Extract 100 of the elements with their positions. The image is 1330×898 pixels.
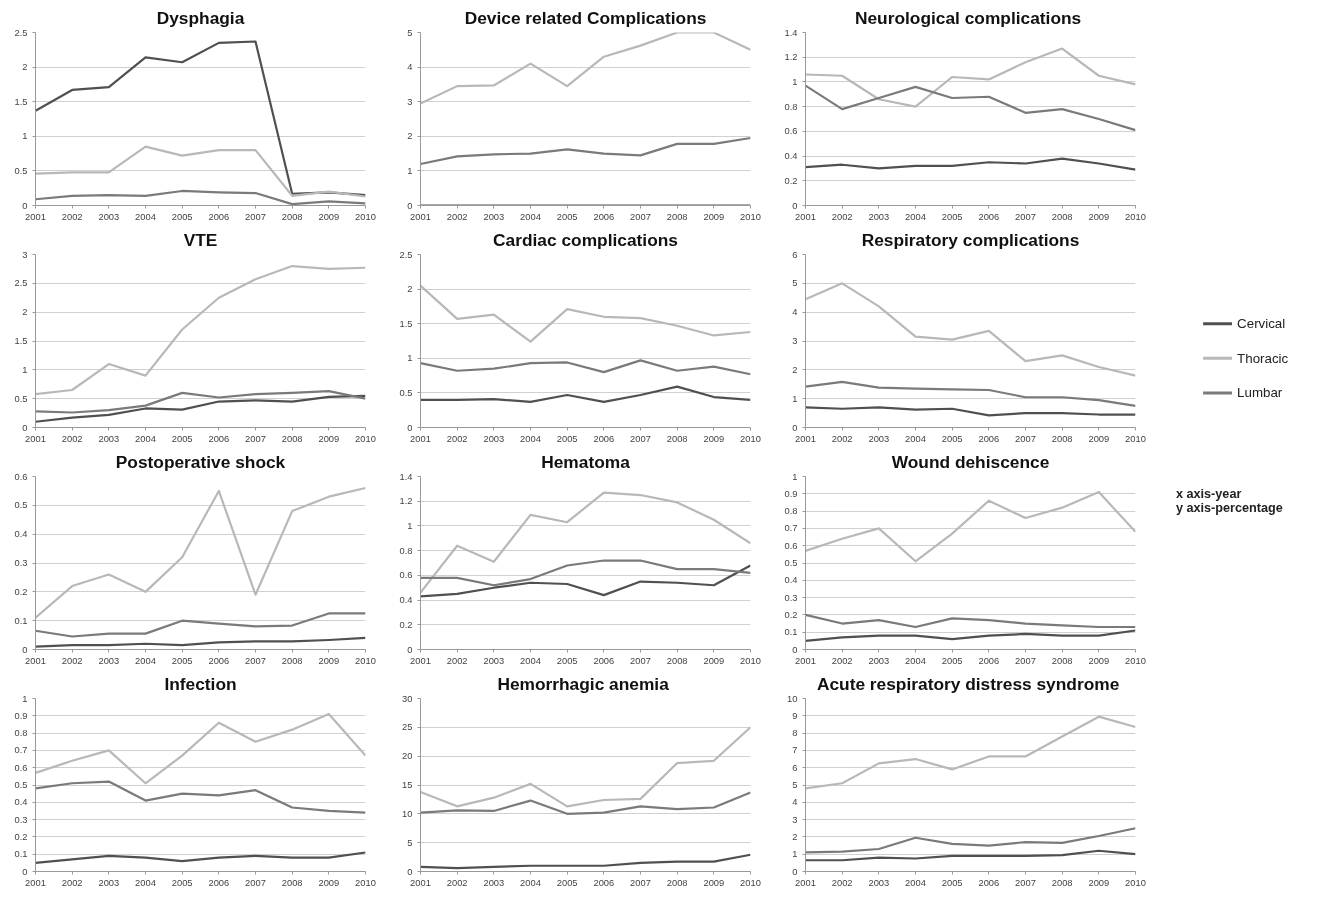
line-series bbox=[420, 564, 751, 598]
chart-title: Hematoma bbox=[541, 451, 631, 472]
x-tick-label: 2005 bbox=[556, 655, 578, 666]
x-tick-label: 2010 bbox=[1125, 433, 1146, 444]
line-series bbox=[35, 851, 366, 864]
x-tick-label: 2007 bbox=[245, 433, 266, 444]
y-tick-label: 7 bbox=[792, 745, 798, 756]
x-tick-label: 2009 bbox=[318, 877, 340, 888]
y-tick-label: 0.7 bbox=[784, 523, 798, 534]
y-tick-label: 2.5 bbox=[14, 278, 28, 289]
line-series bbox=[420, 726, 751, 808]
x-tick-label: 2003 bbox=[98, 211, 120, 222]
x-tick-label: 2008 bbox=[281, 877, 303, 888]
x-tick-label: 2002 bbox=[61, 211, 83, 222]
y-tick-label: 0.3 bbox=[784, 592, 798, 603]
x-tick-label: 2002 bbox=[831, 655, 853, 666]
x-tick-label: 2008 bbox=[1051, 655, 1073, 666]
y-tick-label: 0.5 bbox=[14, 165, 28, 176]
y-tick-label: 1 bbox=[407, 353, 413, 364]
y-tick-label: 0.4 bbox=[399, 595, 413, 606]
x-tick-label: 2005 bbox=[941, 655, 963, 666]
y-tick-label: 30 bbox=[402, 693, 413, 704]
line-series bbox=[35, 40, 366, 197]
x-tick-label: 2002 bbox=[446, 877, 468, 888]
line-series bbox=[805, 84, 1136, 132]
x-tick-label: 2002 bbox=[61, 433, 83, 444]
x-tick-label: 2007 bbox=[630, 655, 651, 666]
chart-title: Device related Complications bbox=[464, 7, 707, 28]
y-tick-label: 2.5 bbox=[399, 249, 413, 260]
x-tick-label: 2006 bbox=[978, 211, 1000, 222]
y-tick-label: 5 bbox=[407, 27, 413, 38]
line-series bbox=[805, 629, 1136, 642]
y-tick-label: 6 bbox=[792, 762, 798, 773]
x-tick-label: 2007 bbox=[1015, 211, 1036, 222]
x-tick-label: 2005 bbox=[556, 433, 578, 444]
x-tick-label: 2009 bbox=[318, 655, 340, 666]
y-tick-label: 3 bbox=[792, 814, 798, 825]
x-tick-label: 2008 bbox=[281, 655, 303, 666]
x-tick-label: 2005 bbox=[941, 877, 963, 888]
y-tick-label: 1.5 bbox=[14, 336, 28, 346]
line-series bbox=[420, 559, 751, 587]
x-tick-label: 2009 bbox=[703, 211, 725, 222]
y-tick-label: 2 bbox=[792, 364, 798, 375]
line-series bbox=[420, 385, 751, 403]
x-tick-label: 2001 bbox=[795, 877, 816, 888]
y-tick-label: 2 bbox=[22, 62, 28, 73]
chart-title: Infection bbox=[164, 673, 237, 694]
x-tick-label: 2009 bbox=[703, 877, 725, 888]
x-tick-label: 2010 bbox=[740, 211, 761, 222]
x-tick-label: 2010 bbox=[355, 655, 376, 666]
y-tick-label: 0.6 bbox=[14, 471, 28, 482]
y-tick-label: 2 bbox=[792, 831, 798, 842]
x-tick-label: 2002 bbox=[446, 433, 468, 444]
x-tick-label: 2005 bbox=[556, 211, 578, 222]
line-series bbox=[35, 264, 366, 396]
y-tick-label: 8 bbox=[792, 728, 798, 739]
x-tick-label: 2002 bbox=[831, 211, 853, 222]
y-tick-label: 0 bbox=[792, 866, 798, 877]
x-tick-label: 2003 bbox=[483, 655, 505, 666]
y-tick-label: 0.1 bbox=[784, 627, 798, 638]
x-tick-label: 2007 bbox=[245, 655, 266, 666]
x-tick-label: 2005 bbox=[171, 211, 193, 222]
x-tick-label: 2002 bbox=[446, 211, 468, 222]
y-tick-label: 0 bbox=[407, 422, 413, 433]
line-series bbox=[805, 47, 1136, 108]
x-tick-label: 2003 bbox=[98, 433, 120, 444]
x-tick-label: 2004 bbox=[905, 211, 926, 222]
x-tick-label: 2004 bbox=[135, 655, 156, 666]
y-tick-label: 0.2 bbox=[14, 586, 28, 597]
x-tick-label: 2010 bbox=[1125, 655, 1146, 666]
line-series bbox=[805, 157, 1136, 171]
x-tick-label: 2004 bbox=[905, 877, 926, 888]
x-tick-label: 2009 bbox=[1088, 877, 1110, 888]
y-tick-label: 10 bbox=[787, 693, 798, 704]
chart-title: Respiratory complications bbox=[861, 229, 1080, 250]
x-tick-label: 2010 bbox=[1125, 877, 1146, 888]
y-tick-label: 0 bbox=[407, 866, 413, 877]
y-tick-label: 4 bbox=[792, 797, 798, 808]
y-tick-label: 0.7 bbox=[14, 745, 28, 756]
y-tick-label: 0 bbox=[22, 644, 28, 655]
x-tick-label: 2004 bbox=[520, 877, 541, 888]
x-tick-label: 2006 bbox=[593, 655, 615, 666]
x-tick-label: 2003 bbox=[98, 877, 120, 888]
line-series bbox=[805, 827, 1136, 854]
x-tick-label: 2008 bbox=[1051, 211, 1073, 222]
line-series bbox=[420, 491, 751, 594]
y-tick-label: 6 bbox=[792, 249, 798, 260]
x-tick-label: 2008 bbox=[281, 433, 303, 444]
x-tick-label: 2001 bbox=[410, 211, 431, 222]
x-tick-label: 2001 bbox=[410, 877, 431, 888]
x-tick-label: 2003 bbox=[868, 877, 890, 888]
y-tick-label: 0.6 bbox=[399, 570, 413, 581]
chart-title: Neurological complications bbox=[854, 7, 1082, 28]
x-tick-label: 2005 bbox=[171, 433, 193, 444]
y-tick-label: 1.2 bbox=[784, 52, 798, 63]
y-tick-label: 0 bbox=[22, 200, 28, 211]
y-tick-label: 0.5 bbox=[784, 558, 798, 568]
y-tick-label: 0.8 bbox=[784, 101, 798, 112]
y-tick-label: 20 bbox=[402, 751, 413, 762]
line-series bbox=[805, 715, 1136, 790]
